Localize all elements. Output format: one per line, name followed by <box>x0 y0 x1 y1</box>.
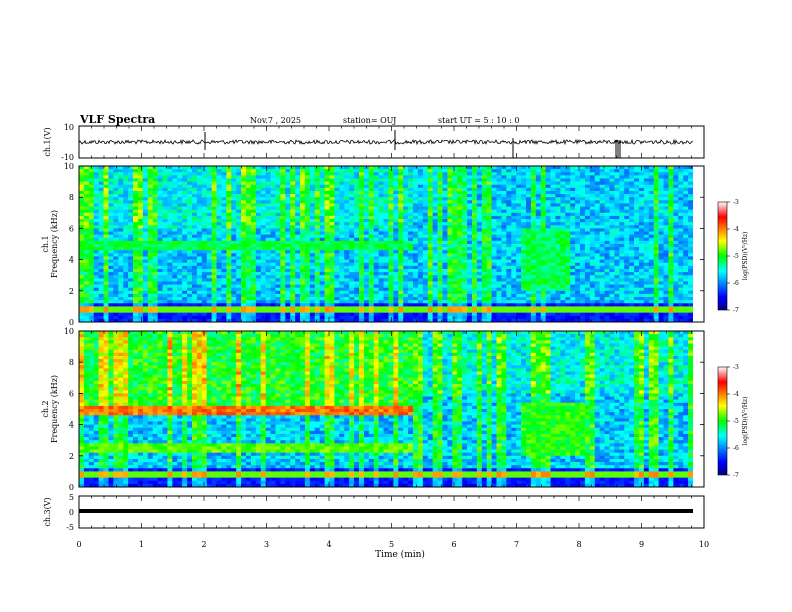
xtick-label: 3 <box>264 540 269 549</box>
ch2-spec-ylabel-2: Frequency (kHz) <box>50 375 59 443</box>
ytick-label: 6 <box>69 224 74 233</box>
xtick-label: 5 <box>389 540 394 549</box>
colorbar-tick-label: -6 <box>733 280 739 287</box>
ch2-colorbar <box>717 366 728 476</box>
ch1-spec-ylabel-1: ch.1 <box>41 235 50 252</box>
time-axis-label: Time (min) <box>375 549 425 560</box>
ch1-waveform-line <box>78 138 694 146</box>
ytick-label: 8 <box>69 358 74 367</box>
xtick-label: 0 <box>76 540 81 549</box>
ch3-ytick-mid: 0 <box>69 508 74 517</box>
colorbar-tick-label: -3 <box>733 364 739 371</box>
colorbar-tick-label: -4 <box>733 391 739 398</box>
colorbar-tick-label: -4 <box>733 226 739 233</box>
start-time-label: start UT = 5 : 10 : 0 <box>438 116 520 125</box>
xtick-label: 9 <box>639 540 644 549</box>
colorbar-tick-label: -5 <box>733 418 739 425</box>
xtick-label: 8 <box>576 540 581 549</box>
time-axis-ticks: 0 1 2 3 4 5 6 7 8 9 10 <box>76 126 709 549</box>
ch1-waveform-panel: 10 -10 ch.1(V) <box>43 123 705 162</box>
xtick-label: 10 <box>699 540 709 549</box>
colorbar-tick-label: -3 <box>733 199 739 206</box>
ch1-yticks: 0 2 4 6 8 10 <box>64 162 704 327</box>
ch1-ylabel: ch.1(V) <box>43 127 52 156</box>
ch1-colorbar <box>717 201 728 311</box>
xtick-label: 2 <box>201 540 206 549</box>
ch3-waveform-panel: 5 0 -5 ch.3(V) <box>43 493 705 532</box>
ch1-colorbar-label: log(PSD)(V²/Hz) <box>742 232 749 281</box>
xtick-label: 6 <box>451 540 456 549</box>
colorbar-tick-label: -5 <box>733 253 739 260</box>
xtick-label: 1 <box>139 540 144 549</box>
ch2-colorbar-label: log(PSD)(V²/Hz) <box>742 397 749 446</box>
ytick-label: 2 <box>69 452 74 461</box>
ch1-spectrogram-image <box>79 166 704 323</box>
ytick-label: 2 <box>69 287 74 296</box>
xtick-label: 7 <box>514 540 519 549</box>
ch3-ytick-top: 5 <box>69 493 74 502</box>
ytick-label: 4 <box>69 421 74 430</box>
colorbar-tick-label: -6 <box>733 445 739 452</box>
ytick-label: 8 <box>69 193 74 202</box>
ytick-label: 10 <box>64 162 74 171</box>
chart-title: VLF Spectra <box>80 113 156 126</box>
ch3-waveform-line <box>79 509 693 513</box>
colorbar-tick-label: -7 <box>733 472 739 479</box>
date-label: Nov.7 , 2025 <box>250 116 302 125</box>
xtick-label: 4 <box>326 540 331 549</box>
ch2-yticks: 0 2 4 6 8 10 <box>64 327 704 492</box>
ytick-label: 0 <box>69 483 74 492</box>
ch1-colorbar-ticks: -3 -4 -5 -6 -7 <box>727 199 739 314</box>
station-label: station= OUJ <box>343 116 397 125</box>
ch2-spec-ylabel-1: ch.2 <box>41 400 50 417</box>
ch1-ytick-top: 10 <box>64 123 74 132</box>
ch1-waveform-frame <box>78 125 705 159</box>
ch1-spec-ylabel-2: Frequency (kHz) <box>50 210 59 278</box>
ytick-label: 6 <box>69 389 74 398</box>
ch2-colorbar-ticks: -3 -4 -5 -6 -7 <box>727 364 739 479</box>
colorbar-tick-label: -7 <box>733 307 739 314</box>
ch3-ylabel: ch.3(V) <box>43 497 52 526</box>
ch2-spectrogram-image <box>79 331 704 488</box>
ytick-label: 4 <box>69 256 74 265</box>
ch3-ytick-bottom: -5 <box>66 523 74 532</box>
ch1-ytick-bottom: -10 <box>61 153 74 162</box>
ytick-label: 0 <box>69 318 74 327</box>
ytick-label: 10 <box>64 327 74 336</box>
